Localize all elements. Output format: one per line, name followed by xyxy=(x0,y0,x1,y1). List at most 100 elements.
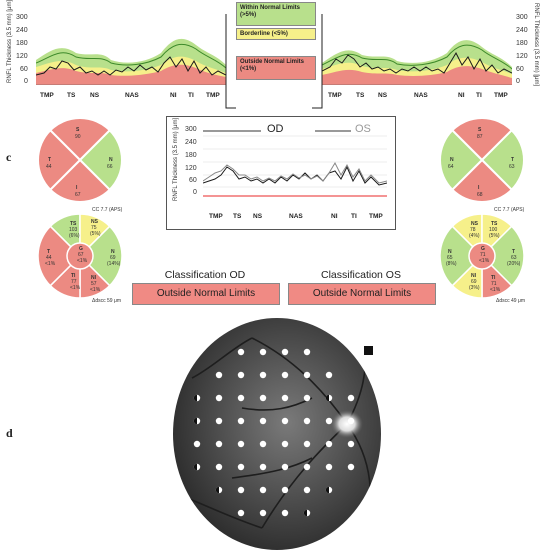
overlay-xtick: NS xyxy=(253,213,263,220)
visual-field-grid xyxy=(193,348,355,517)
od-quad-value: 66 xyxy=(107,164,113,170)
os-sector-pct: (8%) xyxy=(446,261,457,267)
visual-field-point xyxy=(281,417,289,425)
od-sector-value: 57 xyxy=(91,281,97,287)
od-quad-value: 90 xyxy=(75,134,81,140)
os-quad-value: 63 xyxy=(509,164,515,170)
od-sector-value: 69 xyxy=(110,255,116,261)
overlay-od-label: OD xyxy=(267,123,284,135)
od-xtick: TMP xyxy=(40,92,54,99)
visual-field-point-defect xyxy=(193,417,197,425)
visual-field-point xyxy=(215,440,223,448)
visual-field-point xyxy=(259,486,267,494)
os-ytick: 60 xyxy=(516,66,524,73)
od-sector-label: TI xyxy=(71,273,76,279)
od-ytick: 0 xyxy=(24,78,28,85)
visual-field-point xyxy=(347,440,355,448)
os-sector-value: 100 xyxy=(489,227,498,233)
os-sector-label: TS xyxy=(491,221,498,227)
od-sector-label: NI xyxy=(91,275,96,281)
os-dscc: Δdscc 49 μm xyxy=(496,298,526,304)
od-rnfl-chart xyxy=(36,38,226,85)
visual-field-point xyxy=(259,509,267,517)
legend-outside: Outside Normal Limits (<1%) xyxy=(236,56,316,80)
od-sector-label: N xyxy=(111,249,115,255)
visual-field-point-defect xyxy=(215,486,219,494)
panel-label-c: c xyxy=(6,150,12,164)
visual-field-point-defect xyxy=(193,463,197,471)
os-sector-value: 71 xyxy=(480,252,486,258)
overlay-ytick: 0 xyxy=(193,189,197,196)
od-quad-value: 44 xyxy=(46,164,52,170)
od-sector-label: TS xyxy=(70,221,77,227)
od-cc: CC 7.7 (APS) xyxy=(92,207,123,213)
visual-field-point xyxy=(193,440,201,448)
os-cc: CC 7.7 (APS) xyxy=(494,207,525,213)
os-quad-value: 87 xyxy=(477,134,483,140)
od-sector-chart xyxy=(38,214,122,298)
legend-within: Within Normal Limits (>5%) xyxy=(236,2,316,26)
visual-field-point xyxy=(303,486,311,494)
od-quadrant-chart xyxy=(38,118,122,202)
od-sector-pct: <1% xyxy=(45,261,56,267)
od-xtick: TS xyxy=(67,92,76,99)
overlay-ytick: 240 xyxy=(185,139,197,146)
visual-field-points xyxy=(193,348,355,517)
visual-field-point xyxy=(281,509,289,517)
visual-field-point xyxy=(237,394,245,402)
od-sector-pct: (14%) xyxy=(107,261,121,267)
panel-label-d: d xyxy=(6,426,13,440)
od-xtick: NI xyxy=(170,92,177,99)
od-xtick: TI xyxy=(188,92,194,99)
visual-field-point xyxy=(303,348,311,356)
os-quad-value: 64 xyxy=(448,164,454,170)
visual-field-point xyxy=(237,348,245,356)
os-sector-label: T xyxy=(512,249,516,255)
od-xtick: NAS xyxy=(125,92,139,99)
visual-field-point-defect xyxy=(325,486,329,494)
os-xtick: NS xyxy=(378,92,388,99)
overlay-xtick: TI xyxy=(351,213,357,220)
visual-field-point xyxy=(237,440,245,448)
os-quad-label: N xyxy=(450,157,454,163)
os-sector-pct: <1% xyxy=(479,258,490,264)
od-sector-label: T xyxy=(47,249,51,255)
visual-field-point xyxy=(303,371,311,379)
os-sector-value: 71 xyxy=(491,281,497,287)
od-dscc: Δdscc 59 μm xyxy=(92,298,122,304)
os-sector-value: 65 xyxy=(447,255,453,261)
os-ytick: 180 xyxy=(516,40,528,47)
od-ytick: 120 xyxy=(16,53,28,60)
panel-frame-lines xyxy=(225,14,323,109)
visual-field-point-defect xyxy=(303,509,307,517)
od-sector-value: 77 xyxy=(71,279,77,285)
os-sector-label: N xyxy=(448,249,452,255)
visual-field-point-defect xyxy=(193,394,197,402)
od-sector-value: 103 xyxy=(69,227,78,233)
visual-field-point xyxy=(259,394,267,402)
os-xtick: TS xyxy=(356,92,365,99)
visual-field-point xyxy=(237,486,245,494)
overlay-ytick: 60 xyxy=(189,177,197,184)
visual-field-point xyxy=(347,394,355,402)
classification-os-value: Outside Normal Limits xyxy=(288,283,436,305)
visual-field-point xyxy=(303,417,311,425)
overlay-os-label: OS xyxy=(355,123,371,135)
visual-field-point xyxy=(259,440,267,448)
overlay-rnfl-chart xyxy=(203,130,387,197)
visual-field-point xyxy=(303,463,311,471)
overlay-ytick: 180 xyxy=(185,152,197,159)
visual-field-point xyxy=(281,371,289,379)
visual-field-point xyxy=(215,417,223,425)
os-sector-pct: (3%) xyxy=(469,285,480,291)
classification-od-title: Classification OD xyxy=(164,269,246,281)
visual-field-point xyxy=(237,509,245,517)
os-sector-label: TI xyxy=(491,275,496,281)
os-sector-label: NS xyxy=(471,221,478,227)
overlay-xtick: NI xyxy=(331,213,338,220)
od-quad-label: S xyxy=(76,127,80,133)
od-sector-value: 75 xyxy=(91,225,97,231)
os-ytick: 120 xyxy=(516,53,528,60)
visual-field-point xyxy=(281,440,289,448)
visual-field-point xyxy=(281,463,289,471)
